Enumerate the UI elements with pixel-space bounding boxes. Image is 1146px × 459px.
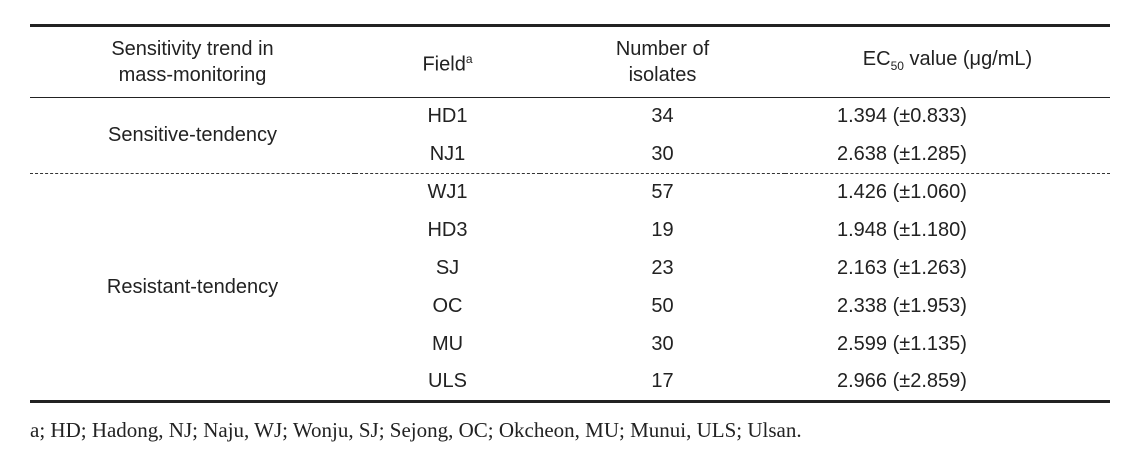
field-cell: WJ1 — [355, 173, 540, 212]
table-row: ULS 17 2.966 (±2.859) — [30, 364, 1110, 402]
ec50-cell: 2.966 (±2.859) — [837, 370, 967, 393]
footnote: a; HD; Hadong, NJ; Naju, WJ; Wonju, SJ; … — [30, 418, 802, 442]
table-row: SJ 23 2.163 (±1.263) — [30, 250, 1110, 288]
ec50-cell: 2.338 (±1.953) — [837, 295, 967, 317]
table-row: MU 30 2.599 (±1.135) — [30, 326, 1110, 364]
table-row: NJ1 30 2.638 (±1.285) — [30, 136, 1110, 174]
field-cell: SJ — [435, 257, 460, 279]
table-row: Resistant-tendency WJ1 57 1.426 (±1.060) — [30, 173, 1110, 402]
header-text: Number of isolates — [615, 38, 710, 86]
field-cell: OC — [432, 295, 463, 317]
field-cell: HD1 — [427, 105, 468, 128]
field-cell: ULS — [428, 370, 467, 393]
isolates-cell: 23 — [651, 257, 674, 279]
header-cell: EC50 value (μg/mL) — [785, 26, 1110, 98]
field-cell: MU — [431, 333, 464, 355]
header-subscript: 50 — [890, 58, 904, 73]
isolates-cell: 19 — [651, 219, 674, 241]
isolates-cell: 17 — [651, 370, 674, 393]
header-text: EC — [862, 47, 891, 70]
ec50-cell: 2.599 (±1.135) — [837, 333, 967, 355]
header-cell: Sensitivity trend in mass-monitoring — [30, 26, 355, 98]
header-superscript: a — [465, 52, 473, 67]
header-text: value (μg/mL) — [903, 47, 1033, 70]
isolates-cell: 57 — [540, 173, 785, 212]
isolates-cell: 30 — [651, 333, 674, 355]
field-cell: NJ1 — [429, 142, 466, 165]
ec50-cell: 1.426 (±1.060) — [785, 173, 1110, 212]
ec50-cell: 1.948 (±1.180) — [837, 219, 967, 241]
table-body: Sensitive-tendency HD1 34 1.394 (±0.833) NJ1… — [30, 98, 1110, 402]
isolates-cell: 30 — [651, 142, 674, 165]
header-cell: Fielda — [355, 26, 540, 98]
table-row: Sensitive-tendency HD1 34 1.394 (±0.833) — [30, 98, 1110, 146]
ec50-cell: 1.394 (±0.833) — [837, 105, 967, 128]
header-text: Sensitivity trend in mass-monitoring — [111, 38, 274, 86]
ec50-cell: 2.163 (±1.263) — [837, 257, 967, 279]
table-row: OC 50 2.338 (±1.953) — [30, 288, 1110, 326]
header-row: Sensitivity trend in mass-monitoring Fiel… — [30, 26, 1110, 98]
header-cell: Number of isolates — [540, 26, 785, 98]
isolates-cell: 34 — [651, 105, 674, 128]
table-row: HD3 19 1.948 (±1.180) — [30, 212, 1110, 250]
ec50-cell: 2.638 (±1.285) — [837, 142, 967, 165]
data-table: Sensitivity trend in mass-monitoring Fiel… — [30, 24, 1110, 403]
table-head: Sensitivity trend in mass-monitoring Fiel… — [30, 26, 1110, 98]
isolates-cell: 50 — [651, 295, 674, 317]
group-label: Resistant-tendency — [30, 173, 355, 402]
header-text: Field — [422, 53, 466, 76]
field-cell: HD3 — [427, 219, 468, 241]
group-label: Sensitive-tendency — [108, 124, 277, 146]
